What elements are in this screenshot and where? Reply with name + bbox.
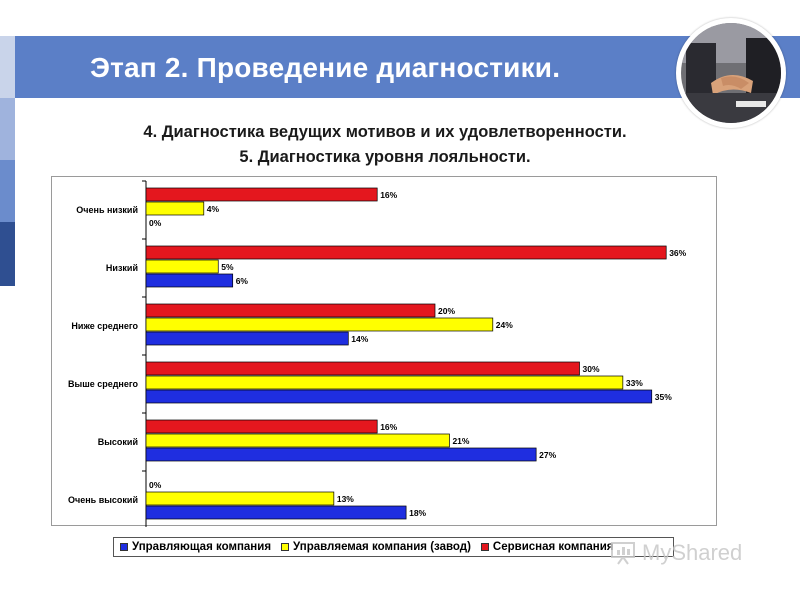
- data-label: 21%: [452, 436, 469, 446]
- slide-title: Этап 2. Проведение диагностики.: [90, 52, 561, 83]
- data-label: 6%: [236, 276, 249, 286]
- bar-chart: Очень низкий 16% 4% 0% Низкий 36% 5%6% Ниже сре…: [68, 180, 687, 527]
- subtitle-line-1: 4. Диагностика ведущих мотивов и их удов…: [143, 123, 627, 141]
- bar: [145, 389, 653, 404]
- bar: [145, 201, 205, 216]
- data-label: 33%: [626, 378, 643, 388]
- data-label: 24%: [496, 320, 513, 330]
- legend-swatch-blue: [120, 543, 128, 551]
- bar: [145, 433, 450, 448]
- watermark-text: MyShared: [642, 540, 743, 565]
- bar: [145, 419, 378, 434]
- legend-item-managing: Управляющая компания: [120, 541, 271, 553]
- bar: [145, 491, 335, 506]
- data-label: 0%: [149, 218, 162, 228]
- data-label: 20%: [438, 306, 455, 316]
- chart-legend: Управляющая компания Управляемая компани…: [113, 537, 674, 557]
- data-label: 5%: [221, 262, 234, 272]
- subtitle-line-2: 5. Диагностика уровня лояльности.: [239, 148, 531, 166]
- bar: [145, 317, 494, 332]
- bar: [145, 447, 537, 462]
- legend-swatch-red: [480, 543, 489, 551]
- category-label: Низкий: [106, 263, 138, 273]
- bar: [145, 273, 234, 288]
- category-label: Ниже среднего: [71, 321, 138, 331]
- data-label: 4%: [207, 204, 220, 214]
- legend-item-service: Сервисная компания: [480, 541, 614, 553]
- legend-label-service: Сервисная компания: [492, 541, 614, 553]
- side-strip-2: [0, 98, 15, 160]
- legend-swatch-yellow: [281, 543, 290, 551]
- chart-area: Очень низкий 16% 4% 0% Низкий 36% 5% 6% Ниже сре…: [51, 176, 717, 527]
- watermark: MyShared: [610, 540, 742, 566]
- data-label: 35%: [655, 392, 672, 402]
- category-label: Очень высокий: [68, 495, 138, 505]
- bar: [145, 187, 378, 202]
- handshake-photo: [676, 18, 786, 128]
- data-label: 13%: [337, 494, 354, 504]
- title-bar: [15, 36, 800, 98]
- legend-label-managing: Управляющая компания: [132, 541, 272, 553]
- side-strip-3: [0, 160, 15, 222]
- bar: [145, 361, 580, 376]
- bar: [145, 505, 407, 520]
- data-label: 14%: [351, 334, 368, 344]
- presentation-icon: [611, 542, 635, 565]
- legend-label-plant: Управляемая компания (завод): [293, 541, 471, 553]
- data-label: 18%: [409, 508, 426, 518]
- bar: [145, 259, 219, 274]
- data-label: 30%: [583, 364, 600, 374]
- side-strip-4: [0, 222, 15, 286]
- bar: [145, 375, 624, 390]
- data-label: 27%: [539, 450, 556, 460]
- data-label: 16%: [380, 422, 397, 432]
- data-label: 0%: [149, 480, 162, 490]
- side-strip-1: [0, 36, 15, 98]
- category-label: Высокий: [98, 437, 138, 447]
- category-label: Выше среднего: [68, 379, 138, 389]
- legend-item-plant: Управляемая компания (завод): [281, 541, 471, 553]
- category-label: Очень низкий: [76, 205, 138, 215]
- bar: [145, 245, 667, 260]
- data-label: 16%: [380, 190, 397, 200]
- bar: [145, 331, 349, 346]
- bar: [145, 303, 436, 318]
- data-label: 36%: [669, 248, 686, 258]
